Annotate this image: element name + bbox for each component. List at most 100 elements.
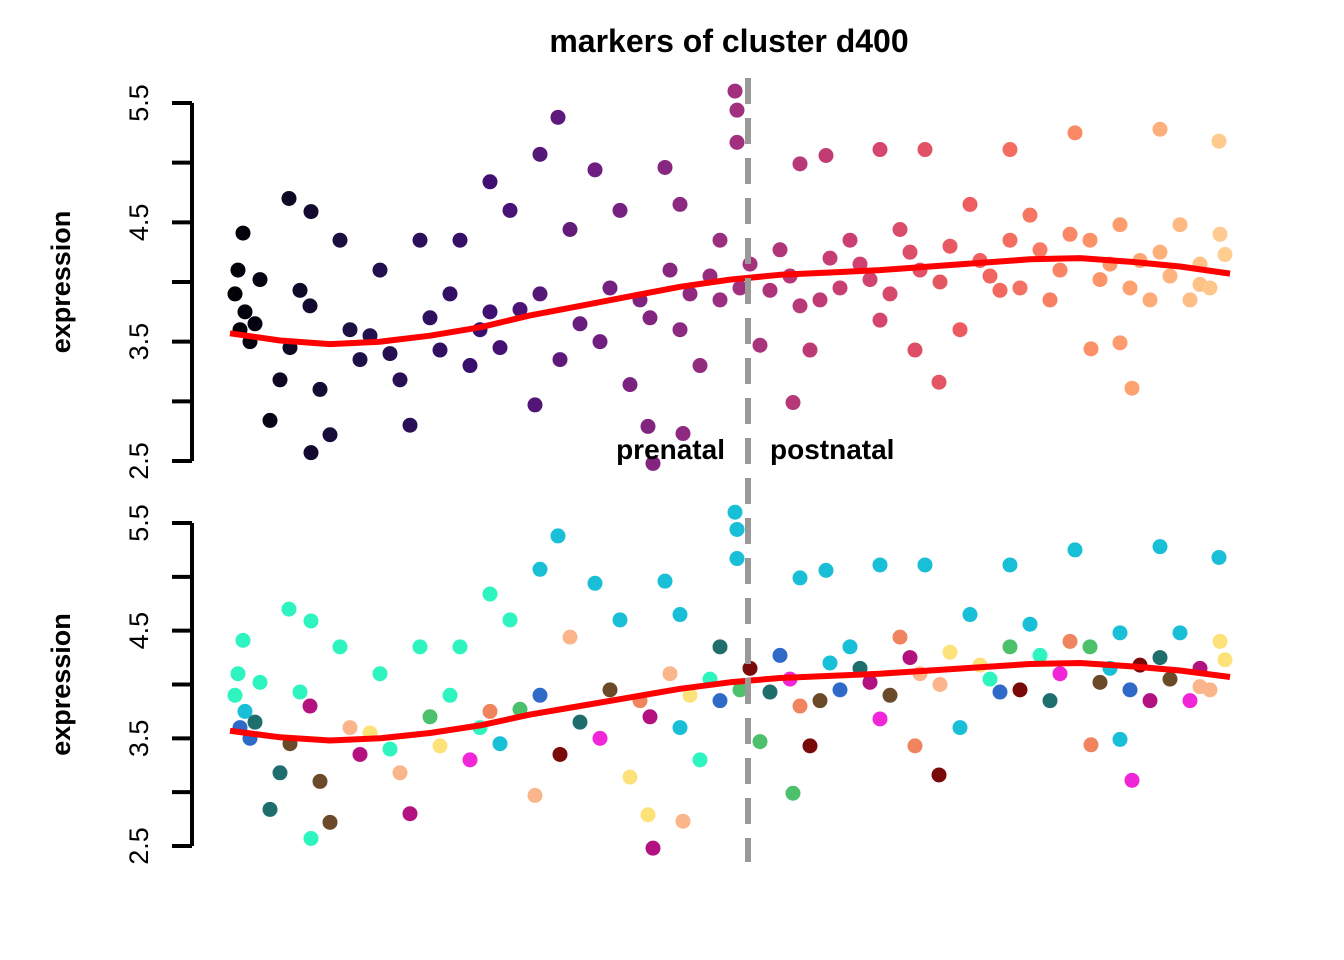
data-point <box>532 687 548 703</box>
data-point <box>1212 226 1228 242</box>
data-point <box>252 674 268 690</box>
data-point <box>592 334 608 350</box>
data-point <box>235 632 251 648</box>
data-point <box>882 687 898 703</box>
data-point <box>675 426 691 442</box>
data-point <box>492 340 508 356</box>
data-point <box>727 504 743 520</box>
data-point <box>862 272 878 288</box>
data-point <box>712 639 728 655</box>
data-point <box>962 607 978 623</box>
data-point <box>452 639 468 655</box>
data-point <box>592 730 608 746</box>
data-point <box>342 720 358 736</box>
data-point <box>931 767 947 783</box>
data-point <box>662 666 678 682</box>
data-point <box>792 156 808 172</box>
data-point <box>785 395 801 411</box>
data-point <box>412 232 428 248</box>
data-point <box>672 196 688 212</box>
data-point <box>1124 380 1140 396</box>
data-point <box>312 773 328 789</box>
data-point <box>712 292 728 308</box>
data-point <box>1152 121 1168 137</box>
data-point <box>372 262 388 278</box>
y-tick-label: 5.5 <box>124 84 154 122</box>
data-point <box>792 298 808 314</box>
data-point <box>802 738 818 754</box>
data-point <box>462 752 478 768</box>
data-point <box>622 769 638 785</box>
data-point <box>712 232 728 248</box>
data-point <box>1162 671 1178 687</box>
y-tick-label: 5.5 <box>124 504 154 542</box>
data-point <box>907 738 923 754</box>
data-point <box>732 682 748 698</box>
data-point <box>642 709 658 725</box>
y-tick-label: 2.5 <box>124 442 154 480</box>
data-point <box>482 304 498 320</box>
data-point <box>682 687 698 703</box>
y-tick-label: 3.5 <box>124 720 154 758</box>
data-point <box>1112 335 1128 351</box>
data-point <box>729 551 745 567</box>
data-point <box>842 232 858 248</box>
data-point <box>872 312 888 328</box>
data-point <box>752 337 768 353</box>
data-point <box>812 292 828 308</box>
data-point <box>1052 262 1068 278</box>
data-point <box>645 840 661 856</box>
data-point <box>982 671 998 687</box>
data-point <box>402 806 418 822</box>
data-point <box>872 142 888 158</box>
data-point <box>752 734 768 750</box>
data-point <box>312 381 328 397</box>
data-point <box>1082 232 1098 248</box>
data-point <box>852 256 868 272</box>
data-point <box>729 134 745 150</box>
data-point <box>1122 280 1138 296</box>
data-point <box>785 785 801 801</box>
y-axis-label: expression <box>46 211 76 354</box>
data-point <box>382 346 398 362</box>
data-point <box>657 573 673 589</box>
data-point <box>342 322 358 338</box>
y-tick-label: 2.5 <box>124 827 154 865</box>
panel-bottom: 2.5 3.5 4.5 5.5 expression <box>46 504 1233 865</box>
data-point <box>982 268 998 284</box>
data-point <box>272 765 288 781</box>
data-point <box>1002 142 1018 158</box>
data-point <box>512 301 528 317</box>
data-point <box>392 372 408 388</box>
data-point <box>1062 226 1078 242</box>
data-point <box>1142 292 1158 308</box>
data-point <box>247 316 263 332</box>
data-point <box>792 698 808 714</box>
data-point <box>892 629 908 645</box>
data-point <box>917 142 933 158</box>
data-point <box>422 310 438 326</box>
data-point <box>1124 772 1140 788</box>
data-point <box>1202 280 1218 296</box>
data-point <box>762 282 778 298</box>
data-point <box>902 650 918 666</box>
data-point <box>482 174 498 190</box>
data-point <box>729 102 745 118</box>
data-point <box>262 412 278 428</box>
data-point <box>302 698 318 714</box>
data-point <box>482 703 498 719</box>
data-point <box>352 352 368 368</box>
data-point <box>1012 280 1028 296</box>
data-point <box>902 244 918 260</box>
data-point <box>1182 693 1198 709</box>
data-point <box>672 720 688 736</box>
data-point <box>662 262 678 278</box>
data-point <box>832 280 848 296</box>
data-point <box>1042 693 1058 709</box>
data-point <box>818 148 834 164</box>
data-point <box>712 693 728 709</box>
data-point <box>862 674 878 690</box>
data-point <box>1162 268 1178 284</box>
data-point <box>402 417 418 433</box>
data-point <box>1002 232 1018 248</box>
